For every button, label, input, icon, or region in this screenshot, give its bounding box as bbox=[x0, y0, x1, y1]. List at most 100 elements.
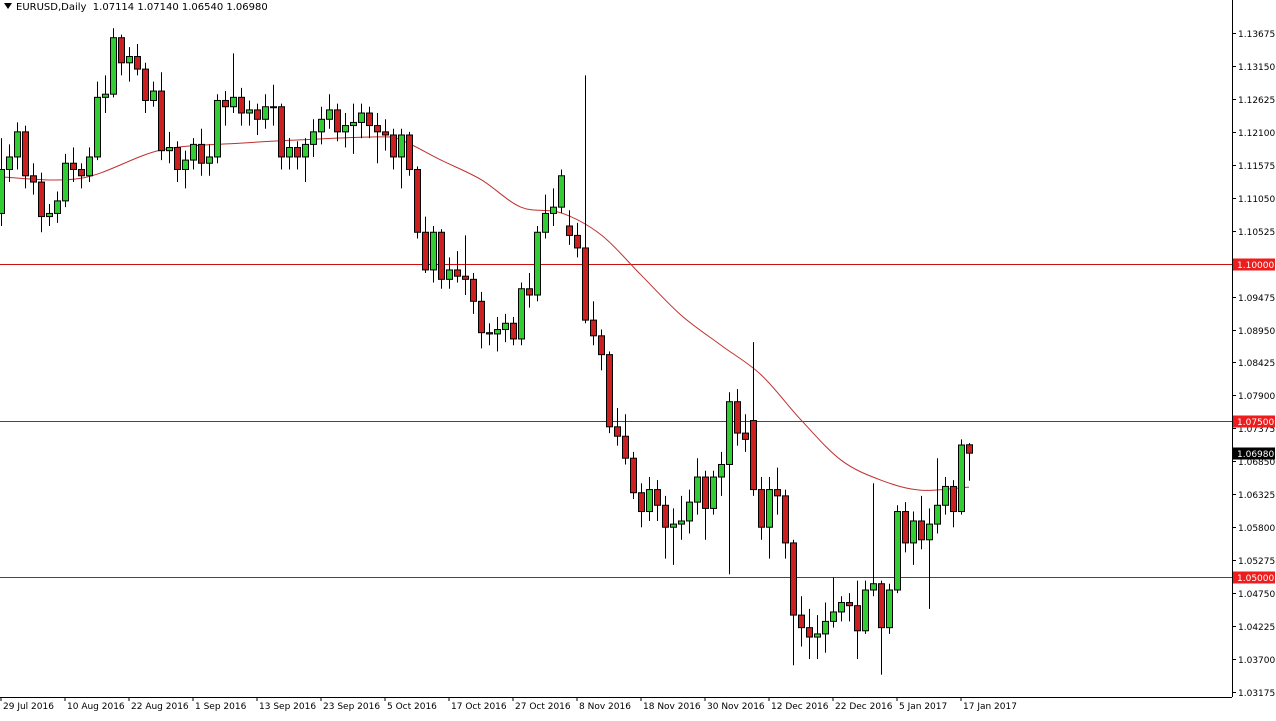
candle-body bbox=[630, 457, 637, 494]
bull-candle bbox=[126, 47, 133, 82]
candle-body bbox=[406, 134, 413, 171]
bull-candle bbox=[494, 316, 501, 352]
candle-body bbox=[374, 125, 381, 133]
candle-body bbox=[966, 444, 973, 454]
bull-candle bbox=[446, 257, 453, 289]
bull-candle bbox=[326, 94, 333, 129]
candle-body bbox=[846, 602, 853, 607]
bull-candle bbox=[270, 84, 277, 126]
candle-body bbox=[78, 169, 85, 177]
bear-candle bbox=[662, 495, 669, 559]
candle-body bbox=[558, 175, 565, 208]
bull-candle bbox=[830, 577, 837, 628]
candle-body bbox=[670, 523, 677, 528]
price-tick-label: 1.11050 bbox=[1238, 195, 1275, 205]
bull-candle bbox=[814, 615, 821, 660]
bull-candle bbox=[886, 583, 893, 634]
bear-candle bbox=[334, 103, 341, 142]
time-tick-label: 22 Dec 2016 bbox=[835, 702, 893, 712]
candle-body bbox=[958, 444, 965, 513]
bull-candle bbox=[150, 81, 157, 107]
bull-candle bbox=[862, 580, 869, 634]
candle-body bbox=[774, 489, 781, 497]
bull-candle bbox=[0, 138, 5, 226]
bull-candle bbox=[262, 94, 269, 129]
candle-body bbox=[918, 520, 925, 541]
bear-candle bbox=[742, 414, 749, 452]
bear-candle bbox=[414, 166, 421, 239]
price-tick-label: 1.12625 bbox=[1238, 96, 1275, 106]
bull-candle bbox=[430, 225, 437, 283]
bear-candle bbox=[486, 323, 493, 346]
bear-candle bbox=[702, 470, 709, 540]
candle-body bbox=[550, 206, 557, 214]
candle-body bbox=[438, 231, 445, 280]
level-label-bg bbox=[1233, 571, 1275, 584]
bull-candle bbox=[766, 477, 773, 559]
candle-body bbox=[14, 131, 21, 158]
bear-candle bbox=[366, 106, 373, 139]
candle-body bbox=[118, 37, 125, 64]
candle-body bbox=[46, 212, 53, 218]
candle-body bbox=[454, 269, 461, 277]
candle-body bbox=[462, 275, 469, 280]
price-tick-label: 1.09475 bbox=[1238, 294, 1275, 304]
candle-body bbox=[182, 159, 189, 171]
bear-candle bbox=[198, 128, 205, 176]
time-tick-label: 30 Nov 2016 bbox=[707, 702, 765, 712]
time-tick-label: 10 Aug 2016 bbox=[67, 702, 125, 712]
bull-candle bbox=[838, 596, 845, 622]
bull-candle bbox=[686, 489, 693, 534]
candle-body bbox=[222, 99, 229, 108]
price-tick-label: 1.04225 bbox=[1238, 623, 1275, 633]
candle-body bbox=[430, 231, 437, 271]
bull-candle bbox=[318, 106, 325, 145]
candle-body bbox=[318, 118, 325, 133]
bull-candle bbox=[206, 144, 213, 176]
bear-candle bbox=[878, 580, 885, 675]
price-tick-label: 1.13150 bbox=[1238, 63, 1275, 73]
candle-body bbox=[350, 121, 357, 127]
candle-body bbox=[726, 401, 733, 465]
bear-candle bbox=[950, 480, 957, 528]
time-tick-label: 8 Nov 2016 bbox=[579, 702, 631, 712]
dropdown-triangle-icon[interactable] bbox=[4, 3, 12, 9]
bull-candle bbox=[518, 282, 525, 346]
bear-candle bbox=[854, 580, 861, 660]
candle-body bbox=[206, 156, 213, 164]
bull-candle bbox=[542, 194, 549, 239]
candle-body bbox=[270, 106, 277, 109]
candle-body bbox=[142, 68, 149, 101]
bear-candle bbox=[638, 483, 645, 528]
bear-candle bbox=[238, 87, 245, 126]
candle-body bbox=[542, 212, 549, 233]
bull-candle bbox=[246, 100, 253, 126]
bull-candle bbox=[870, 483, 877, 597]
candle-body bbox=[710, 476, 717, 509]
bull-candle bbox=[670, 508, 677, 565]
candle-body bbox=[934, 504, 941, 525]
candle-body bbox=[814, 633, 821, 638]
candle-body bbox=[526, 288, 533, 296]
bull-candle bbox=[302, 138, 309, 183]
level-label-bg bbox=[1233, 415, 1275, 428]
bear-candle bbox=[758, 477, 765, 540]
bear-candle bbox=[918, 495, 925, 550]
bear-candle bbox=[462, 235, 469, 296]
level-label: 1.05000 bbox=[1237, 574, 1274, 584]
candle-body bbox=[646, 489, 653, 513]
candle-body bbox=[942, 485, 949, 506]
candle-body bbox=[598, 335, 605, 356]
bear-candle bbox=[774, 467, 781, 515]
candle-body bbox=[190, 143, 197, 161]
bull-candle bbox=[190, 138, 197, 170]
bull-candle bbox=[166, 131, 173, 164]
bear-candle bbox=[630, 451, 637, 499]
bull-candle bbox=[694, 458, 701, 515]
candle-body bbox=[54, 200, 61, 214]
level-label: 1.07500 bbox=[1237, 418, 1274, 428]
chart-title: EURUSD,Daily 1.07114 1.07140 1.06540 1.0… bbox=[4, 2, 268, 13]
candle-body bbox=[238, 96, 245, 114]
candle-body bbox=[246, 109, 253, 114]
